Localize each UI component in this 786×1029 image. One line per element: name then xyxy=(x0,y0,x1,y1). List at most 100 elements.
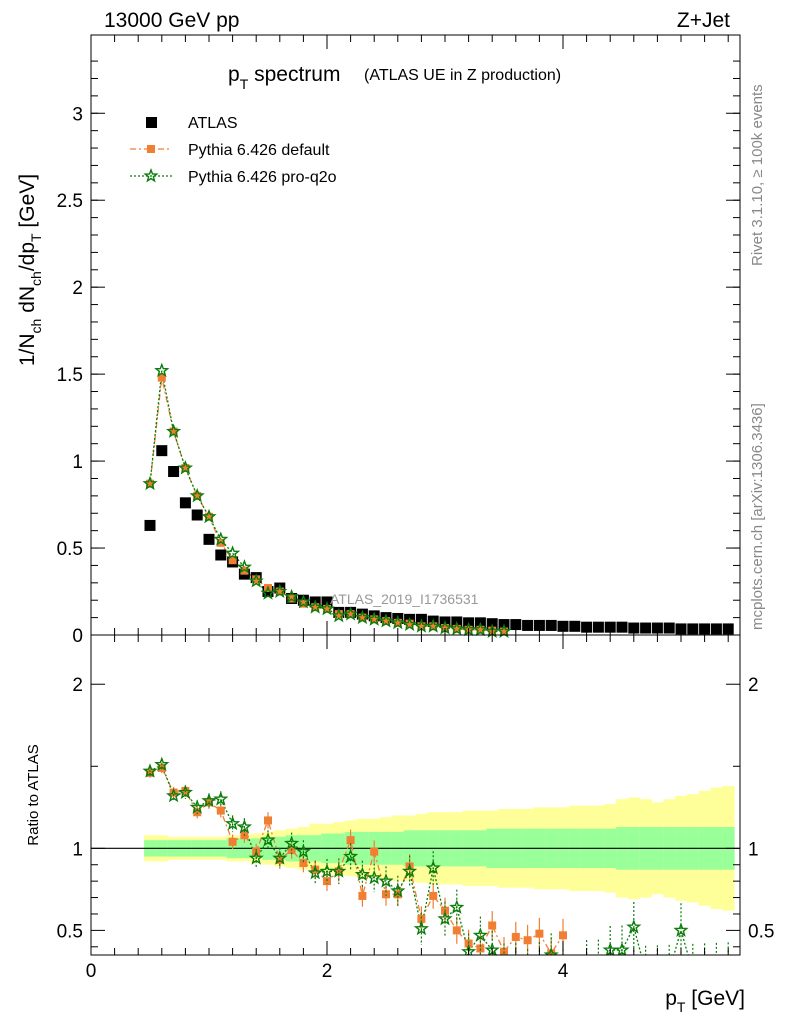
ratio-default-point xyxy=(547,949,556,955)
y-tick-label: 1.5 xyxy=(57,365,83,386)
proq2o-point xyxy=(307,599,323,614)
ratio-proq2o-point xyxy=(366,869,382,885)
main-panel: 00.511.522.53 pT spectrum (ATLAS UE in Z… xyxy=(16,34,741,647)
ratio-default-point xyxy=(535,929,544,938)
atlas-point xyxy=(592,621,604,633)
proq2o-point xyxy=(496,623,512,638)
default-point xyxy=(275,587,284,596)
atlas-point xyxy=(616,621,628,633)
legend-proq2o-label: Pythia 6.426 pro-q2o xyxy=(188,169,337,186)
ratio-default-point xyxy=(370,847,379,856)
ratio-proq2o-point xyxy=(390,883,406,898)
proq2o-point xyxy=(331,607,347,623)
proq2o-point xyxy=(472,621,489,637)
ratio-proq2o-point xyxy=(342,848,359,864)
header-right: Z+Jet xyxy=(677,9,730,32)
ratio-proq2o-point xyxy=(472,927,489,942)
ratio-proq2o-point xyxy=(154,756,170,772)
ratio-proq2o-point xyxy=(272,850,288,865)
atlas-point xyxy=(569,620,581,632)
atlas-point xyxy=(545,619,557,631)
ratio-proq2o-point xyxy=(260,832,276,847)
proq2o-point xyxy=(248,573,264,588)
ratio-default-point xyxy=(346,836,355,845)
default-point xyxy=(157,373,166,382)
ratio-proq2o-point xyxy=(614,942,630,955)
ratio-proq2o-point xyxy=(722,965,733,976)
proq2o-point xyxy=(142,475,158,491)
proq2o-point xyxy=(342,606,359,621)
y-tick-label-right: 2 xyxy=(748,675,759,696)
mcplots-label: mcplots.cern.ch [arXiv:1306.3436] xyxy=(749,403,766,630)
ylabel-sub3: T xyxy=(28,233,44,242)
atlas-point xyxy=(179,497,191,509)
ratio-proq2o-point xyxy=(593,957,604,968)
ratio-xlabel: pT [GeV] xyxy=(665,987,745,1015)
y-tick-label-right: 1 xyxy=(748,839,759,860)
xlabel-p: p xyxy=(665,987,677,1010)
ratio-default-point xyxy=(169,788,178,797)
atlas-point xyxy=(168,466,180,478)
ratio-proq2o-point xyxy=(640,965,651,976)
legend-default-marker xyxy=(147,145,155,153)
ratio-proq2o-point xyxy=(213,791,229,806)
ratio-proq2o-point xyxy=(331,863,347,878)
xlabel-rest: [GeV] xyxy=(685,987,745,1010)
ratio-default-point xyxy=(452,926,461,935)
legend-proq2o-marker xyxy=(143,168,159,183)
legend-default-label: Pythia 6.426 default xyxy=(188,142,330,159)
x-tick-label: 0 xyxy=(86,961,97,982)
ratio-proq2o-point xyxy=(378,873,394,888)
ratio-proq2o-point xyxy=(652,965,663,976)
y-tick-label: 2 xyxy=(72,278,83,299)
ratio-default-point xyxy=(275,855,284,864)
proq2o-point xyxy=(366,611,382,626)
main-data-layer xyxy=(142,362,734,638)
y-tick-label: 1 xyxy=(72,452,83,473)
default-point xyxy=(500,627,508,636)
default-point xyxy=(382,617,390,626)
main-title: pT spectrum xyxy=(228,63,340,92)
ratio-proq2o-point xyxy=(663,965,674,976)
ratio-proq2o-point xyxy=(626,919,642,934)
default-point xyxy=(429,622,438,631)
proq2o-point xyxy=(425,618,441,633)
ratio-default-point xyxy=(228,837,237,846)
ratio-data-layer xyxy=(91,756,740,976)
proq2o-point xyxy=(283,588,300,604)
ratio-proq2o-point xyxy=(534,957,545,968)
default-point xyxy=(216,538,225,547)
ratio-proq2o-point xyxy=(711,965,722,976)
ratio-default-point xyxy=(299,859,308,868)
y-tick-label: 0 xyxy=(72,626,83,647)
atlas-point xyxy=(156,445,168,457)
ratio-default-point xyxy=(323,877,331,886)
atlas-point xyxy=(144,519,156,531)
ratio-default-point xyxy=(264,816,272,825)
ratio-proq2o-point xyxy=(177,784,194,800)
proq2o-point xyxy=(449,620,465,636)
ratio-proq2o-point xyxy=(248,850,264,865)
legend: ATLAS Pythia 6.426 default Pythia 6.426 … xyxy=(130,115,337,186)
default-point xyxy=(205,512,213,521)
proq2o-point xyxy=(354,609,371,625)
default-point xyxy=(476,625,485,634)
default-point xyxy=(405,619,414,628)
ratio-proq2o-point xyxy=(354,866,371,882)
ratio-default-point xyxy=(193,808,202,817)
ratio-proq2o-point xyxy=(687,965,698,976)
ylabel-a: 1/N xyxy=(16,333,39,366)
ratio-proq2o-point xyxy=(581,957,592,968)
atlas-point xyxy=(510,619,522,631)
ratio-default-point xyxy=(476,944,485,953)
ratio-proq2o-point xyxy=(673,922,689,937)
ratio-proq2o-point xyxy=(522,964,533,975)
default-point xyxy=(252,575,261,584)
ylabel-d: [GeV] xyxy=(16,174,39,234)
proq2o-point xyxy=(272,583,288,598)
y-tick-label: 2.5 xyxy=(57,191,83,212)
default-point xyxy=(370,615,379,624)
proq2o-point xyxy=(319,600,335,616)
x-tick-label: 2 xyxy=(322,961,333,982)
